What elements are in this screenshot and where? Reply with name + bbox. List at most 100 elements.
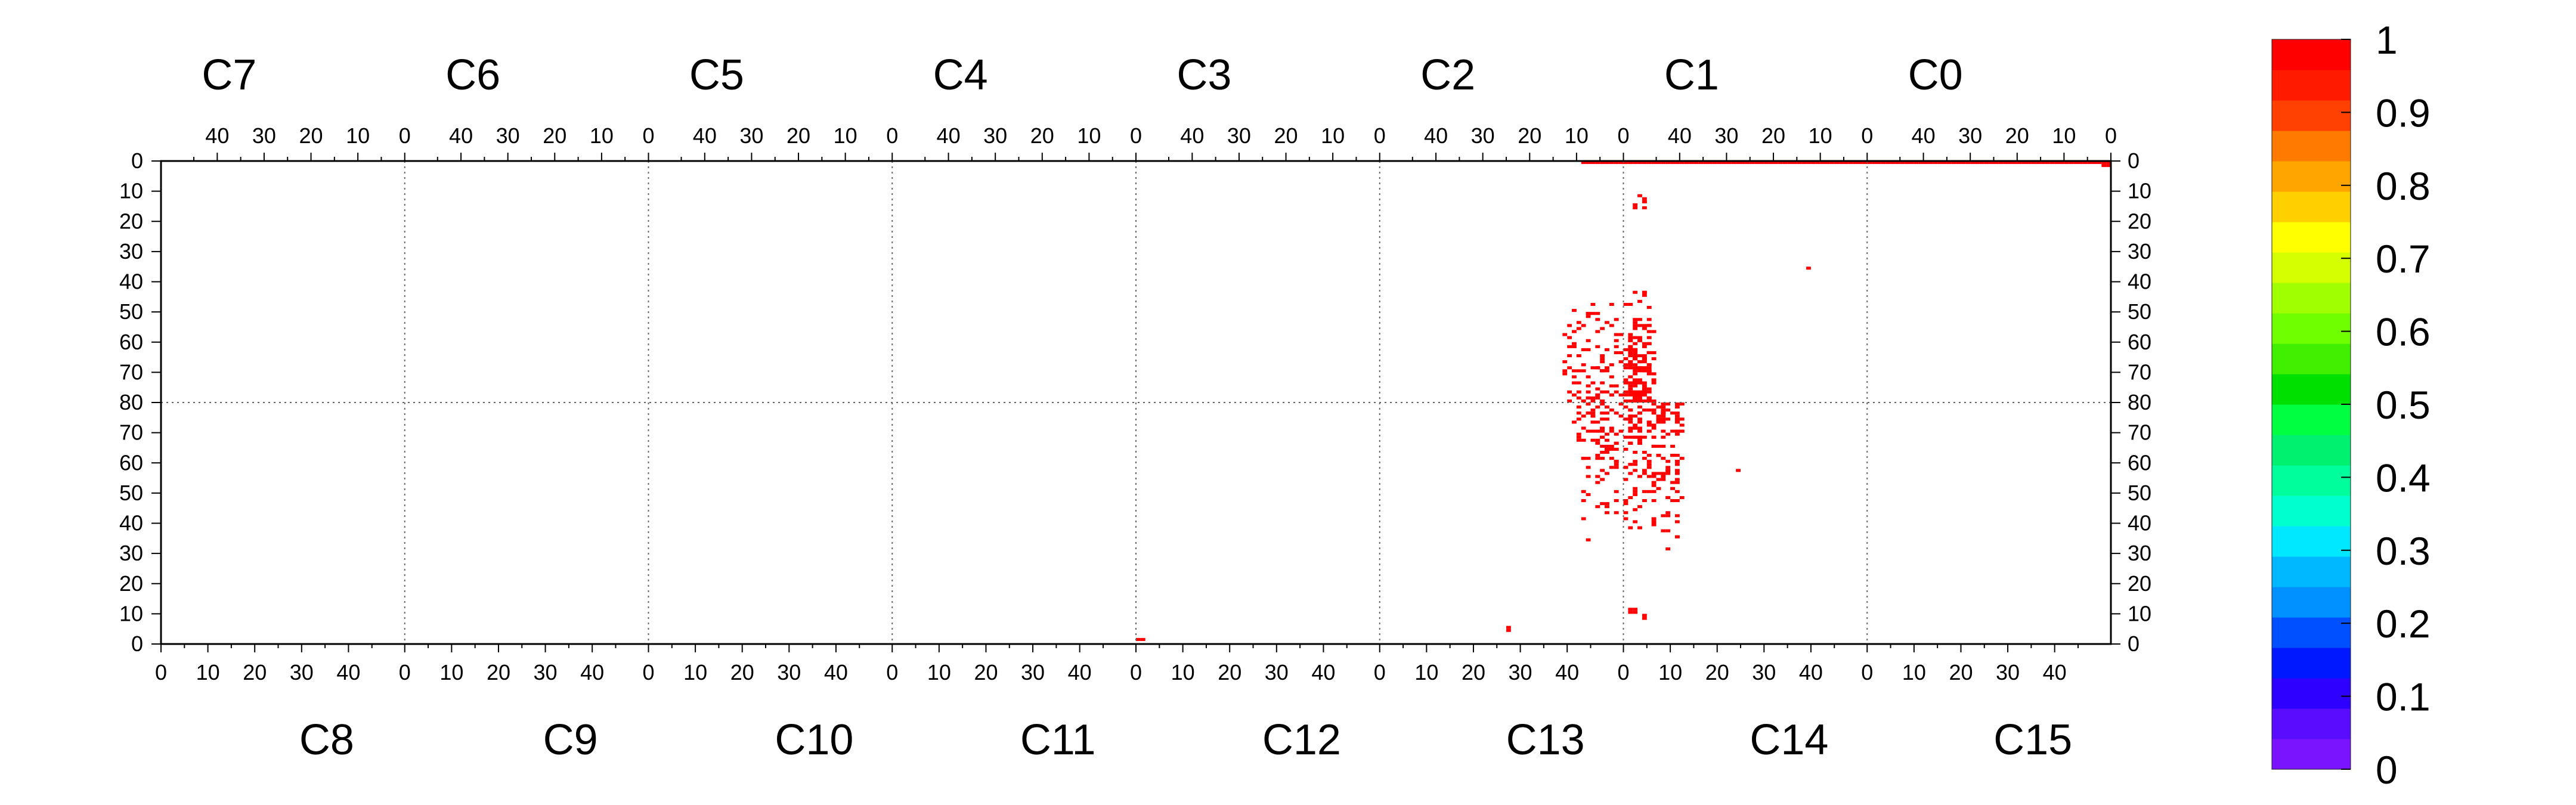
hit-pixel (1623, 517, 1628, 521)
hit-pixel (1642, 617, 1647, 620)
hit-pixel (1609, 375, 1614, 379)
colorbar-tick-label: 0 (2376, 748, 2398, 792)
hit-pixel (1646, 420, 1652, 424)
hit-pixel (2031, 161, 2036, 165)
row-tick-top-left-label: 30 (119, 239, 143, 264)
hit-pixel (1951, 161, 1956, 165)
hit-pixel (1605, 505, 1609, 509)
hit-pixel (1679, 161, 1685, 165)
row-tick-bottom-left-label: 40 (119, 511, 143, 535)
hit-pixel (1651, 444, 1657, 448)
hit-pixel (1623, 466, 1628, 469)
hit-pixel (1679, 423, 1685, 427)
hit-pixel (1637, 417, 1642, 421)
bottom-col-tick-label: 20 (1218, 660, 1241, 685)
row-tick-bottom-left-label: 50 (119, 481, 143, 505)
hit-pixel (1633, 318, 1638, 321)
hit-pixel (1628, 472, 1633, 475)
hit-pixel (2021, 161, 2027, 165)
top-col-tick-label: 30 (983, 123, 1007, 148)
hit-pixel (1567, 345, 1572, 348)
hit-pixel (1745, 161, 1750, 165)
hit-pixel (1628, 375, 1633, 379)
hit-pixel (1628, 366, 1633, 370)
hit-pixel (1614, 333, 1619, 336)
hit-pixel (1628, 611, 1633, 614)
bottom-col-tick-label: 40 (336, 660, 360, 685)
row-tick-top-right-label: 60 (2128, 330, 2151, 354)
hit-pixel (1614, 511, 1619, 515)
hit-pixel (1843, 161, 1849, 165)
hit-pixel (1900, 161, 1905, 165)
hit-pixel (1623, 499, 1628, 503)
hit-pixel (1670, 161, 1675, 165)
hit-pixel (1642, 200, 1647, 203)
hit-pixel (1609, 457, 1614, 460)
hit-pixel (1651, 523, 1657, 527)
hit-pixel (1600, 161, 1605, 165)
hit-pixel (1646, 429, 1652, 433)
hit-pixel (1637, 393, 1642, 397)
hit-pixel (1637, 390, 1642, 394)
hit-pixel (1614, 463, 1619, 466)
colorbar-segment (2272, 526, 2351, 557)
top-col-tick-label: 30 (252, 123, 276, 148)
hit-pixel (1979, 161, 1984, 165)
hit-pixel (1769, 161, 1774, 165)
hit-pixel (1633, 451, 1638, 454)
hit-pixel (1605, 472, 1609, 475)
hit-pixel (1801, 161, 1807, 165)
hit-pixel (1928, 161, 1933, 165)
hit-pixel (1605, 447, 1609, 451)
hit-pixel (1689, 161, 1694, 165)
hit-pixel (1581, 517, 1586, 521)
hit-pixel (1609, 363, 1614, 367)
hit-pixel (1595, 438, 1600, 442)
hit-pixel (1614, 411, 1619, 415)
hit-pixel (1600, 435, 1605, 439)
top-col-tick-label: 10 (1565, 123, 1589, 148)
hit-pixel (1595, 366, 1600, 370)
hit-pixel (1637, 411, 1642, 415)
hit-pixel (1623, 447, 1628, 451)
hit-pixel (1674, 460, 1680, 463)
hit-pixel (1637, 405, 1642, 409)
hit-pixel (1674, 463, 1680, 466)
colorbar-segment (2272, 648, 2351, 679)
bottom-col-tick-label: 0 (155, 660, 167, 685)
top-col-tick-label: 40 (1180, 123, 1204, 148)
hit-pixel (1651, 161, 1657, 165)
hit-pixel (1140, 637, 1145, 641)
hit-pixel (1581, 499, 1586, 503)
bottom-col-tick-label: 10 (927, 660, 951, 685)
hit-pixel (1665, 511, 1671, 515)
hit-pixel (1600, 502, 1605, 506)
bottom-col-tick-label: 20 (1949, 660, 1973, 685)
hit-pixel (1567, 336, 1572, 339)
hit-pixel (1656, 420, 1661, 424)
hit-pixel (1646, 390, 1652, 394)
hit-pixel (1651, 399, 1657, 402)
hit-pixel (1605, 366, 1609, 370)
hit-pixel (2008, 161, 2012, 165)
hit-pixel (1633, 611, 1638, 614)
hit-pixel (1759, 161, 1764, 165)
hit-pixel (1633, 327, 1638, 330)
hit-pixel (1642, 490, 1647, 493)
hit-pixel (1605, 438, 1609, 442)
hit-pixel (1642, 390, 1647, 394)
hit-pixel (2049, 161, 2055, 165)
hit-pixel (1586, 396, 1591, 400)
hit-pixel (1581, 348, 1586, 351)
hit-pixel (1642, 360, 1647, 364)
hit-pixel (1642, 435, 1647, 439)
hit-pixel (1623, 378, 1628, 382)
hit-pixel (1834, 161, 1840, 165)
hit-pixel (1646, 408, 1652, 412)
hit-pixel (1806, 267, 1811, 270)
hit-pixel (1656, 161, 1661, 165)
hit-pixel (1567, 390, 1572, 394)
hit-pixel (1614, 466, 1619, 469)
bottom-col-tick-label: 10 (439, 660, 463, 685)
hit-pixel (1665, 408, 1671, 412)
